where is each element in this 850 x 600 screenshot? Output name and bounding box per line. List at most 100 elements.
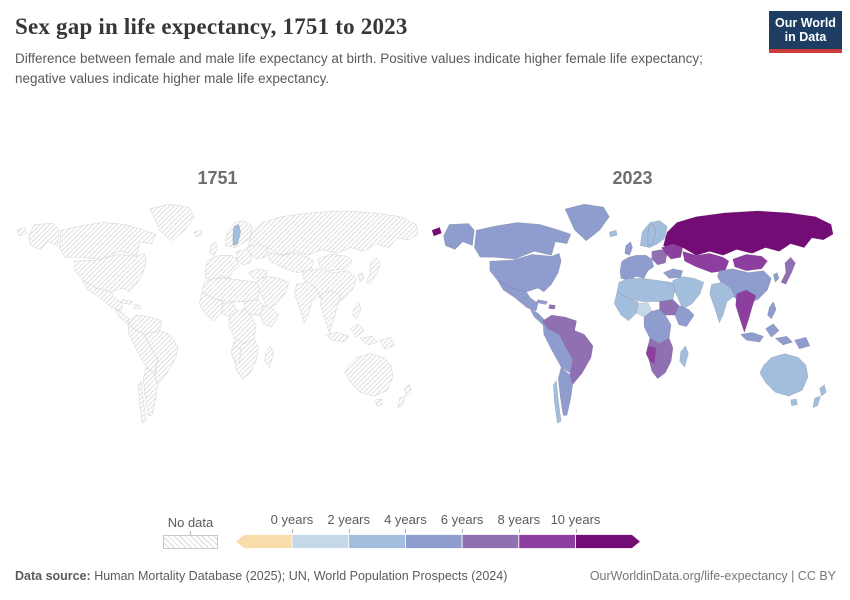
- region-uk-2023[interactable]: [624, 241, 633, 256]
- region-usa-1751[interactable]: [74, 253, 147, 293]
- region-mexico-1751[interactable]: [81, 279, 124, 312]
- region-east-africa-2023[interactable]: [674, 305, 695, 327]
- region-argentina-2023[interactable]: [558, 366, 573, 416]
- region-madagascar-2023[interactable]: [679, 345, 689, 368]
- region-cuba-1751[interactable]: [120, 299, 134, 305]
- region-uk-1751[interactable]: [209, 241, 218, 256]
- region-tasmania-1751[interactable]: [375, 398, 383, 406]
- region-chile-1751[interactable]: [138, 380, 147, 424]
- legend-no-data-swatch: [163, 535, 218, 549]
- region-east-africa-1751[interactable]: [259, 305, 280, 327]
- legend-tick-label: 8 years: [497, 512, 541, 527]
- legend-no-data[interactable]: No data: [163, 515, 218, 549]
- region-western-europe-2023[interactable]: [619, 255, 654, 281]
- region-australia-1751[interactable]: [344, 353, 394, 397]
- region-korea-2023[interactable]: [773, 272, 780, 283]
- region-hispaniola-1751[interactable]: [133, 304, 141, 310]
- chart-footer: Data source: Human Mortality Database (2…: [15, 569, 836, 583]
- legend-tick-mark: [292, 529, 293, 533]
- region-peru-bolivia-2023[interactable]: [542, 320, 573, 374]
- region-png-1751[interactable]: [379, 336, 396, 350]
- region-west-africa-1751[interactable]: [198, 291, 224, 322]
- region-mongolia-1751[interactable]: [317, 254, 353, 271]
- region-sweden-1751[interactable]: [232, 224, 241, 246]
- legend-tick-label: 2 years: [327, 512, 371, 527]
- region-kazakhstan-2023[interactable]: [682, 251, 730, 273]
- legend-bin-> 10[interactable]: [575, 534, 641, 549]
- region-western-europe-1751[interactable]: [204, 255, 239, 281]
- region-mainland-se-asia-2023[interactable]: [735, 289, 757, 334]
- region-namibia-2023[interactable]: [645, 345, 656, 364]
- data-source-label: Data source:: [15, 569, 91, 583]
- region-korea-1751[interactable]: [358, 272, 365, 283]
- region-turkey-2023[interactable]: [663, 268, 683, 279]
- region-ukraine-belarus-1751[interactable]: [246, 243, 268, 260]
- region-canada-1751[interactable]: [59, 222, 157, 260]
- region-png-2023[interactable]: [794, 337, 811, 350]
- region-chile-2023[interactable]: [553, 380, 562, 424]
- legend-tick-label: 4 years: [384, 512, 427, 527]
- region-namibia-1751[interactable]: [230, 345, 241, 364]
- legend-bin-4-6[interactable]: [404, 534, 463, 549]
- region-new-zealand-2023[interactable]: [812, 384, 827, 408]
- region-japan-1751[interactable]: [365, 256, 381, 285]
- region-mexico-2023[interactable]: [496, 279, 539, 312]
- region-central-africa-2023[interactable]: [643, 309, 672, 345]
- legend-tick-mark: [462, 529, 464, 533]
- region-mongolia-2023[interactable]: [732, 254, 768, 271]
- region-australia-2023[interactable]: [759, 353, 809, 397]
- region-peru-bolivia-1751[interactable]: [127, 320, 158, 374]
- legend-bin-0-2[interactable]: [291, 534, 350, 549]
- region-philippines-2023[interactable]: [767, 301, 777, 320]
- region-japan-2023[interactable]: [780, 256, 796, 285]
- region-india-1751[interactable]: [294, 282, 321, 324]
- region-central-africa-1751[interactable]: [228, 309, 257, 345]
- region-iceland-1751[interactable]: [194, 229, 203, 238]
- legend-tick-label: 0 years: [270, 512, 314, 527]
- legend-tick-mark: [575, 529, 577, 533]
- region-hispaniola-2023[interactable]: [548, 304, 556, 310]
- legend-bin-8-10[interactable]: [518, 534, 576, 549]
- region-usa-2023[interactable]: [489, 253, 562, 293]
- region-russia-east-tip-2023[interactable]: [431, 227, 442, 237]
- legend-bin-< 0[interactable]: [235, 534, 293, 549]
- owid-logo-line1: Our World: [775, 16, 836, 30]
- legend-no-data-label: No data: [167, 515, 214, 530]
- owid-logo-line2: in Data: [784, 30, 827, 45]
- region-kazakhstan-1751[interactable]: [267, 251, 315, 273]
- region-sweden-2023[interactable]: [647, 224, 656, 246]
- region-indonesia-2023[interactable]: [740, 323, 793, 346]
- legend-tick-label: 6 years: [440, 512, 484, 527]
- legend-tick-mark: [518, 529, 520, 533]
- region-argentina-1751[interactable]: [143, 366, 158, 416]
- region-west-africa-2023[interactable]: [613, 291, 639, 322]
- region-madagascar-1751[interactable]: [264, 345, 274, 368]
- region-russia-east-tip-1751[interactable]: [16, 227, 27, 237]
- data-source-text: Human Mortality Database (2025); UN, Wor…: [90, 569, 508, 583]
- region-alaska-2023[interactable]: [443, 223, 475, 250]
- region-ukraine-belarus-2023[interactable]: [661, 243, 683, 260]
- region-greenland-2023[interactable]: [564, 203, 610, 242]
- region-eastern-europe-2023[interactable]: [651, 249, 668, 266]
- legend-bin-6-8[interactable]: [461, 534, 520, 549]
- region-turkey-1751[interactable]: [247, 268, 268, 279]
- owid-logo[interactable]: Our World in Data: [769, 11, 842, 53]
- maps-row: 1751 2023: [10, 168, 840, 433]
- region-mainland-se-asia-1751[interactable]: [320, 289, 342, 334]
- region-russia-2023[interactable]: [663, 210, 834, 256]
- credit-link[interactable]: OurWorldinData.org/life-expectancy | CC …: [589, 569, 836, 583]
- region-eastern-europe-1751[interactable]: [236, 249, 253, 266]
- region-tasmania-2023[interactable]: [790, 398, 798, 406]
- region-new-zealand-1751[interactable]: [397, 384, 412, 409]
- region-iceland-2023[interactable]: [609, 229, 618, 238]
- region-russia-1751[interactable]: [248, 210, 419, 256]
- region-canada-2023[interactable]: [474, 222, 572, 260]
- region-greenland-1751[interactable]: [149, 203, 195, 242]
- region-alaska-1751[interactable]: [28, 223, 60, 250]
- region-cuba-2023[interactable]: [535, 299, 548, 305]
- region-philippines-1751[interactable]: [352, 301, 362, 320]
- region-india-2023[interactable]: [709, 282, 735, 324]
- legend-bin-2-4[interactable]: [348, 534, 406, 549]
- region-indonesia-1751[interactable]: [324, 323, 379, 346]
